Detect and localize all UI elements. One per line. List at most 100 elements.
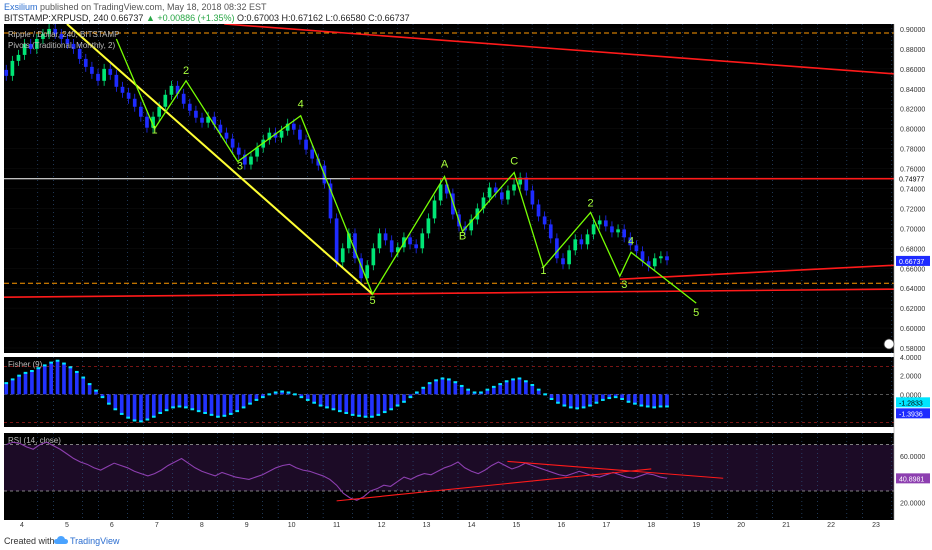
fisher-bar	[228, 394, 233, 414]
wave-label: 3	[621, 279, 627, 291]
candle-body	[90, 66, 94, 74]
fisher-bar	[100, 394, 105, 398]
publish-line: Exsilium published on TradingView.com, M…	[4, 2, 267, 12]
candle-body	[542, 216, 547, 225]
fisher-signal-dot	[228, 412, 233, 415]
fisher-bar	[524, 381, 528, 395]
fisher-signal-dot	[485, 388, 490, 391]
fisher-signal-dot	[517, 377, 522, 380]
fisher-bar	[459, 385, 464, 395]
fisher-bar	[370, 394, 374, 417]
fisher-signal-dot	[94, 389, 98, 392]
fisher-bar	[395, 394, 400, 406]
candle-body	[230, 138, 235, 148]
fisher-signal-dot	[196, 410, 201, 413]
fisher-bar	[639, 394, 644, 406]
candle-body	[506, 190, 510, 200]
fisher-signal-dot	[543, 393, 547, 396]
price-tick-label: 0.82000	[900, 107, 925, 114]
fisher-bar	[491, 386, 496, 395]
candle-body	[53, 28, 58, 34]
fisher-signal-dot	[665, 405, 669, 408]
fisher-signal-dot	[164, 409, 169, 412]
fisher-bar	[241, 394, 246, 408]
x-tick-label: 8	[200, 522, 204, 529]
candle-body	[561, 258, 565, 265]
settings-gear-icon[interactable]	[883, 338, 895, 350]
fisher-signal-dot	[216, 415, 220, 418]
fisher-bar	[36, 368, 41, 395]
candle-body	[175, 85, 180, 94]
fisher-signal-dot	[62, 362, 66, 365]
fisher-bar	[68, 367, 73, 395]
fisher-bar	[613, 394, 618, 398]
fisher-bar	[325, 394, 329, 408]
resistance-trendline	[619, 264, 895, 281]
candle-body	[206, 116, 210, 123]
x-tick-label: 6	[110, 522, 114, 529]
fisher-signal-dot	[87, 383, 92, 386]
candle-body	[151, 116, 155, 128]
fisher-bar	[408, 394, 413, 398]
fisher-signal-dot	[171, 406, 175, 409]
fisher-signal-dot	[568, 406, 573, 409]
tradingview-brand[interactable]: TradingView	[70, 536, 120, 546]
resistance-trendline	[3, 288, 895, 298]
chart-area[interactable]: 0.90000 0.88000 0.86000 0.84000 0.82000 0.800…	[0, 24, 932, 532]
publish-header: Exsilium published on TradingView.com, M…	[0, 0, 932, 24]
fisher-signal-dot	[337, 410, 342, 413]
fisher-bar	[421, 387, 426, 395]
price-tick-label: 0.78000	[900, 147, 925, 154]
fisher-bar	[132, 394, 137, 421]
fisher-signal-dot	[203, 412, 207, 414]
candle-body	[616, 229, 620, 233]
fisher-bar	[10, 379, 15, 395]
candle-body	[310, 149, 314, 159]
wave-label: A	[441, 159, 449, 171]
candle-body	[249, 156, 253, 165]
author-link[interactable]: Exsilium	[4, 2, 38, 12]
chart-content: 0.90000 0.88000 0.86000 0.84000 0.82000 0.800…	[3, 24, 930, 529]
candle-body	[77, 48, 82, 59]
fisher-signal-dot	[4, 382, 9, 385]
fisher-bar	[466, 389, 470, 395]
fisher-bar	[556, 394, 560, 403]
fisher-bar	[216, 394, 220, 417]
candle-body	[481, 197, 486, 209]
fisher-bar	[42, 365, 47, 395]
last-price-label: 0.66737	[899, 259, 924, 266]
fisher-signal-dot	[350, 413, 355, 416]
symbol-line: BITSTAMP:XRPUSD, 240 0.66737 ▲ +0.00886 …	[4, 13, 410, 23]
fisher-bar	[626, 394, 631, 402]
fisher-bar	[594, 394, 599, 403]
fisher-signal-dot	[184, 406, 188, 409]
candle-body	[426, 218, 431, 234]
fisher-signal-dot	[408, 396, 413, 399]
candle-body	[469, 219, 474, 231]
candle-body	[96, 73, 100, 81]
fisher-signal-dot	[318, 404, 323, 407]
wave-label: 5	[693, 307, 699, 319]
candle-body	[114, 74, 119, 87]
fisher-bar	[511, 379, 515, 395]
candle-body	[383, 233, 388, 241]
candle-body	[35, 38, 39, 49]
fisher-signal-dot	[325, 406, 329, 409]
fisher-bar	[389, 394, 393, 410]
fisher-bar	[222, 394, 227, 416]
fisher-signal-dot	[556, 401, 560, 404]
x-tick-label: 7	[155, 522, 159, 529]
x-tick-label: 4	[20, 522, 24, 529]
wave-label: C	[510, 156, 518, 168]
fisher-bar	[299, 394, 304, 398]
candle-body	[212, 116, 217, 125]
fisher-bar	[485, 389, 490, 395]
publish-info: published on TradingView.com, May 18, 20…	[40, 2, 267, 12]
fisher-signal-dot	[376, 413, 381, 416]
x-tick-label: 19	[692, 522, 700, 529]
fisher-signal-dot	[645, 405, 650, 408]
price-tick-label: 0.88000	[900, 47, 925, 54]
x-tick-label: 22	[827, 522, 835, 529]
fisher-signal-dot	[639, 404, 644, 407]
fisher-signal-dot	[280, 390, 284, 393]
